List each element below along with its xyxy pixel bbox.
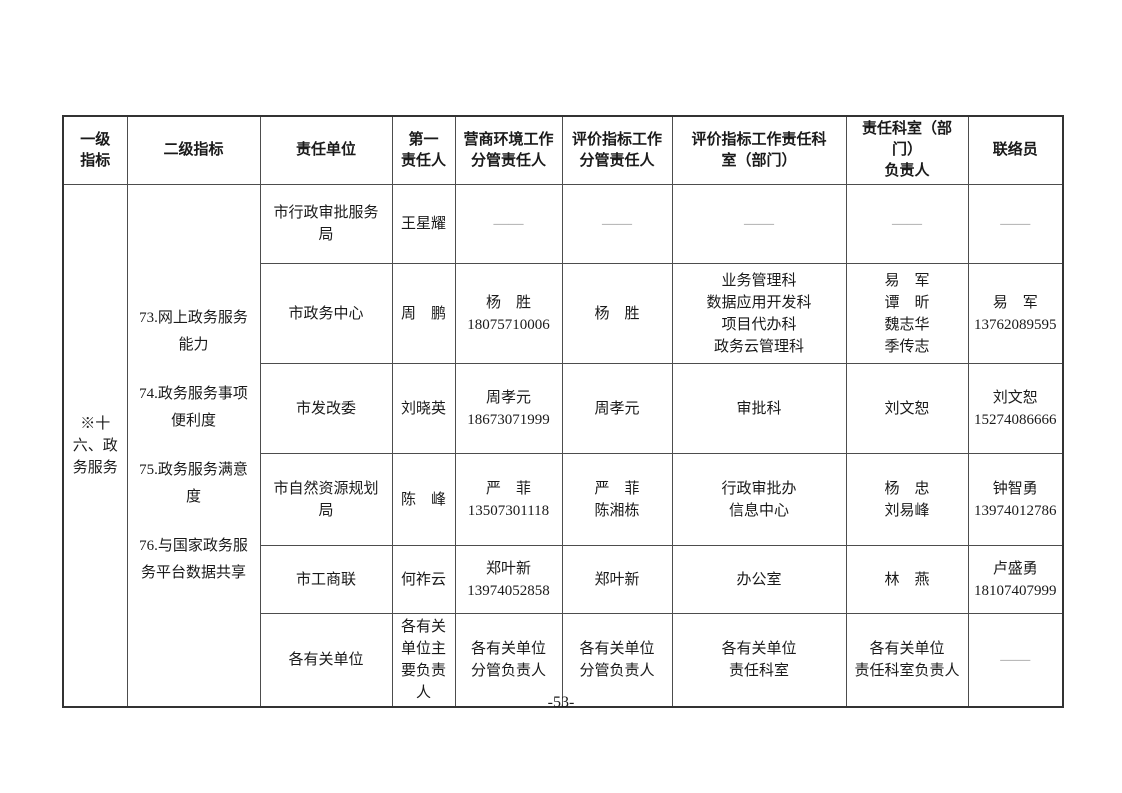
unit-cell: 市发改委 — [259, 363, 393, 454]
col-header-secondary-indicator: 二级指标 — [126, 115, 261, 185]
col-header-first-responsible: 第一 责任人 — [391, 115, 456, 185]
responsible-department-cell: 各有关单位 责任科室 — [671, 613, 847, 708]
responsible-department-cell: 办公室 — [671, 545, 847, 614]
first-responsible-cell: 刘晓英 — [391, 363, 456, 454]
first-responsible-cell: 何祚云 — [391, 545, 456, 614]
business-env-responsible-cell: 杨 胜 18075710006 — [454, 263, 563, 364]
unit-cell: 市行政审批服务 局 — [259, 184, 393, 264]
table-row: ※十 六、政 务服务 73.网上政务服务 能力 74.政务服务事项 便利度 75… — [62, 184, 1064, 708]
first-responsible-cell: 各有关 单位主 要负责 人 — [391, 613, 456, 708]
eval-indicator-responsible-cell: 郑叶新 — [561, 545, 673, 614]
table-row: 各有关单位 各有关 单位主 要负责 人 各有关单位 分管负责人 各有关单位 分管… — [63, 613, 1064, 708]
department-head-cell: 刘文恕 — [845, 363, 969, 454]
table-row: 市发改委 刘晓英 周孝元 18673071999 周孝元 审批科 刘文恕 刘文恕… — [63, 363, 1064, 454]
responsible-department-cell: 行政审批办 信息中心 — [671, 453, 847, 546]
col-header-liaison: 联络员 — [967, 115, 1064, 185]
department-head-cell: 杨 忠 刘易峰 — [845, 453, 969, 546]
first-responsible-cell: 周 鹏 — [391, 263, 456, 364]
page-number: -53- — [547, 694, 575, 711]
primary-indicator-cell: ※十 六、政 务服务 — [62, 184, 128, 708]
business-env-responsible-cell: 郑叶新 13974052858 — [454, 545, 563, 614]
business-env-responsible-cell: 严 菲 13507301118 — [454, 453, 563, 546]
responsible-department-cell: 审批科 — [671, 363, 847, 454]
unit-cell: 市政务中心 — [259, 263, 393, 364]
business-env-responsible-cell: 各有关单位 分管负责人 — [454, 613, 563, 708]
secondary-indicator-item: 75.政务服务满意 度 — [139, 461, 248, 505]
responsibility-table: 一级 指标 二级指标 责任单位 第一 责任人 营商环境工作 分管责任人 评价指标… — [62, 115, 1064, 708]
liaison-cell: 卢盛勇 18107407999 — [967, 545, 1064, 614]
eval-indicator-responsible-cell: 杨 胜 — [561, 263, 673, 364]
secondary-indicator-item: 73.网上政务服务 能力 — [139, 309, 248, 353]
col-header-eval-indicator-responsible: 评价指标工作 分管责任人 — [561, 115, 673, 185]
business-env-responsible-cell: 周孝元 18673071999 — [454, 363, 563, 454]
unit-cell: 市工商联 — [259, 545, 393, 614]
department-head-cell: 林 燕 — [845, 545, 969, 614]
col-header-department-head: 责任科室（部门） 负责人 — [845, 115, 969, 185]
secondary-indicator-item: 74.政务服务事项 便利度 — [139, 385, 248, 429]
secondary-indicators-cell: 73.网上政务服务 能力 74.政务服务事项 便利度 75.政务服务满意 度 7… — [126, 184, 261, 708]
col-header-responsible-department: 评价指标工作责任科 室（部门） — [671, 115, 847, 185]
responsible-department-cell: —— — [671, 184, 847, 264]
department-head-cell: 易 军 谭 昕 魏志华 季传志 — [845, 263, 969, 364]
secondary-indicator-item: 76.与国家政务服 务平台数据共享 — [139, 537, 248, 581]
liaison-cell: —— — [967, 613, 1064, 708]
business-env-responsible-cell: —— — [454, 184, 563, 264]
first-responsible-cell: 王星耀 — [391, 184, 456, 264]
eval-indicator-responsible-cell: 严 菲 陈湘栋 — [561, 453, 673, 546]
liaison-cell: 刘文恕 15274086666 — [967, 363, 1064, 454]
eval-indicator-responsible-cell: 周孝元 — [561, 363, 673, 454]
col-header-business-env-responsible: 营商环境工作 分管责任人 — [454, 115, 563, 185]
col-header-unit: 责任单位 — [259, 115, 393, 185]
liaison-cell: 钟智勇 13974012786 — [967, 453, 1064, 546]
liaison-cell: —— — [967, 184, 1064, 264]
table-row: 市政务中心 周 鹏 杨 胜 18075710006 杨 胜 业务管理科 数据应用… — [63, 263, 1064, 364]
table-header-row: 一级 指标 二级指标 责任单位 第一 责任人 营商环境工作 分管责任人 评价指标… — [62, 115, 1064, 185]
responsible-department-cell: 业务管理科 数据应用开发科 项目代办科 政务云管理科 — [671, 263, 847, 364]
first-responsible-cell: 陈 峰 — [391, 453, 456, 546]
liaison-cell: 易 军 13762089595 — [967, 263, 1064, 364]
table-row: 市工商联 何祚云 郑叶新 13974052858 郑叶新 办公室 林 燕 卢盛勇… — [63, 545, 1064, 614]
unit-cell: 各有关单位 — [259, 613, 393, 708]
unit-cell: 市自然资源规划 局 — [259, 453, 393, 546]
eval-indicator-responsible-cell: —— — [561, 184, 673, 264]
eval-indicator-responsible-cell: 各有关单位 分管负责人 — [561, 613, 673, 708]
col-header-primary-indicator: 一级 指标 — [62, 115, 128, 185]
department-head-cell: —— — [845, 184, 969, 264]
department-head-cell: 各有关单位 责任科室负责人 — [845, 613, 969, 708]
